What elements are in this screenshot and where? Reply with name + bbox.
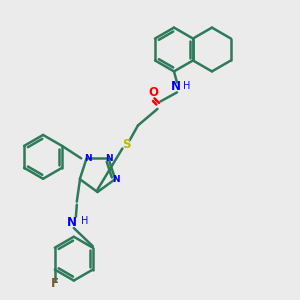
Text: N: N: [106, 154, 113, 163]
Text: H: H: [81, 216, 88, 226]
Text: S: S: [122, 138, 130, 152]
Text: O: O: [148, 86, 158, 99]
Text: N: N: [170, 80, 181, 93]
Text: H: H: [183, 81, 190, 92]
Text: F: F: [51, 278, 59, 290]
Text: N: N: [112, 175, 120, 184]
Text: N: N: [84, 154, 91, 163]
Text: N: N: [67, 216, 77, 229]
